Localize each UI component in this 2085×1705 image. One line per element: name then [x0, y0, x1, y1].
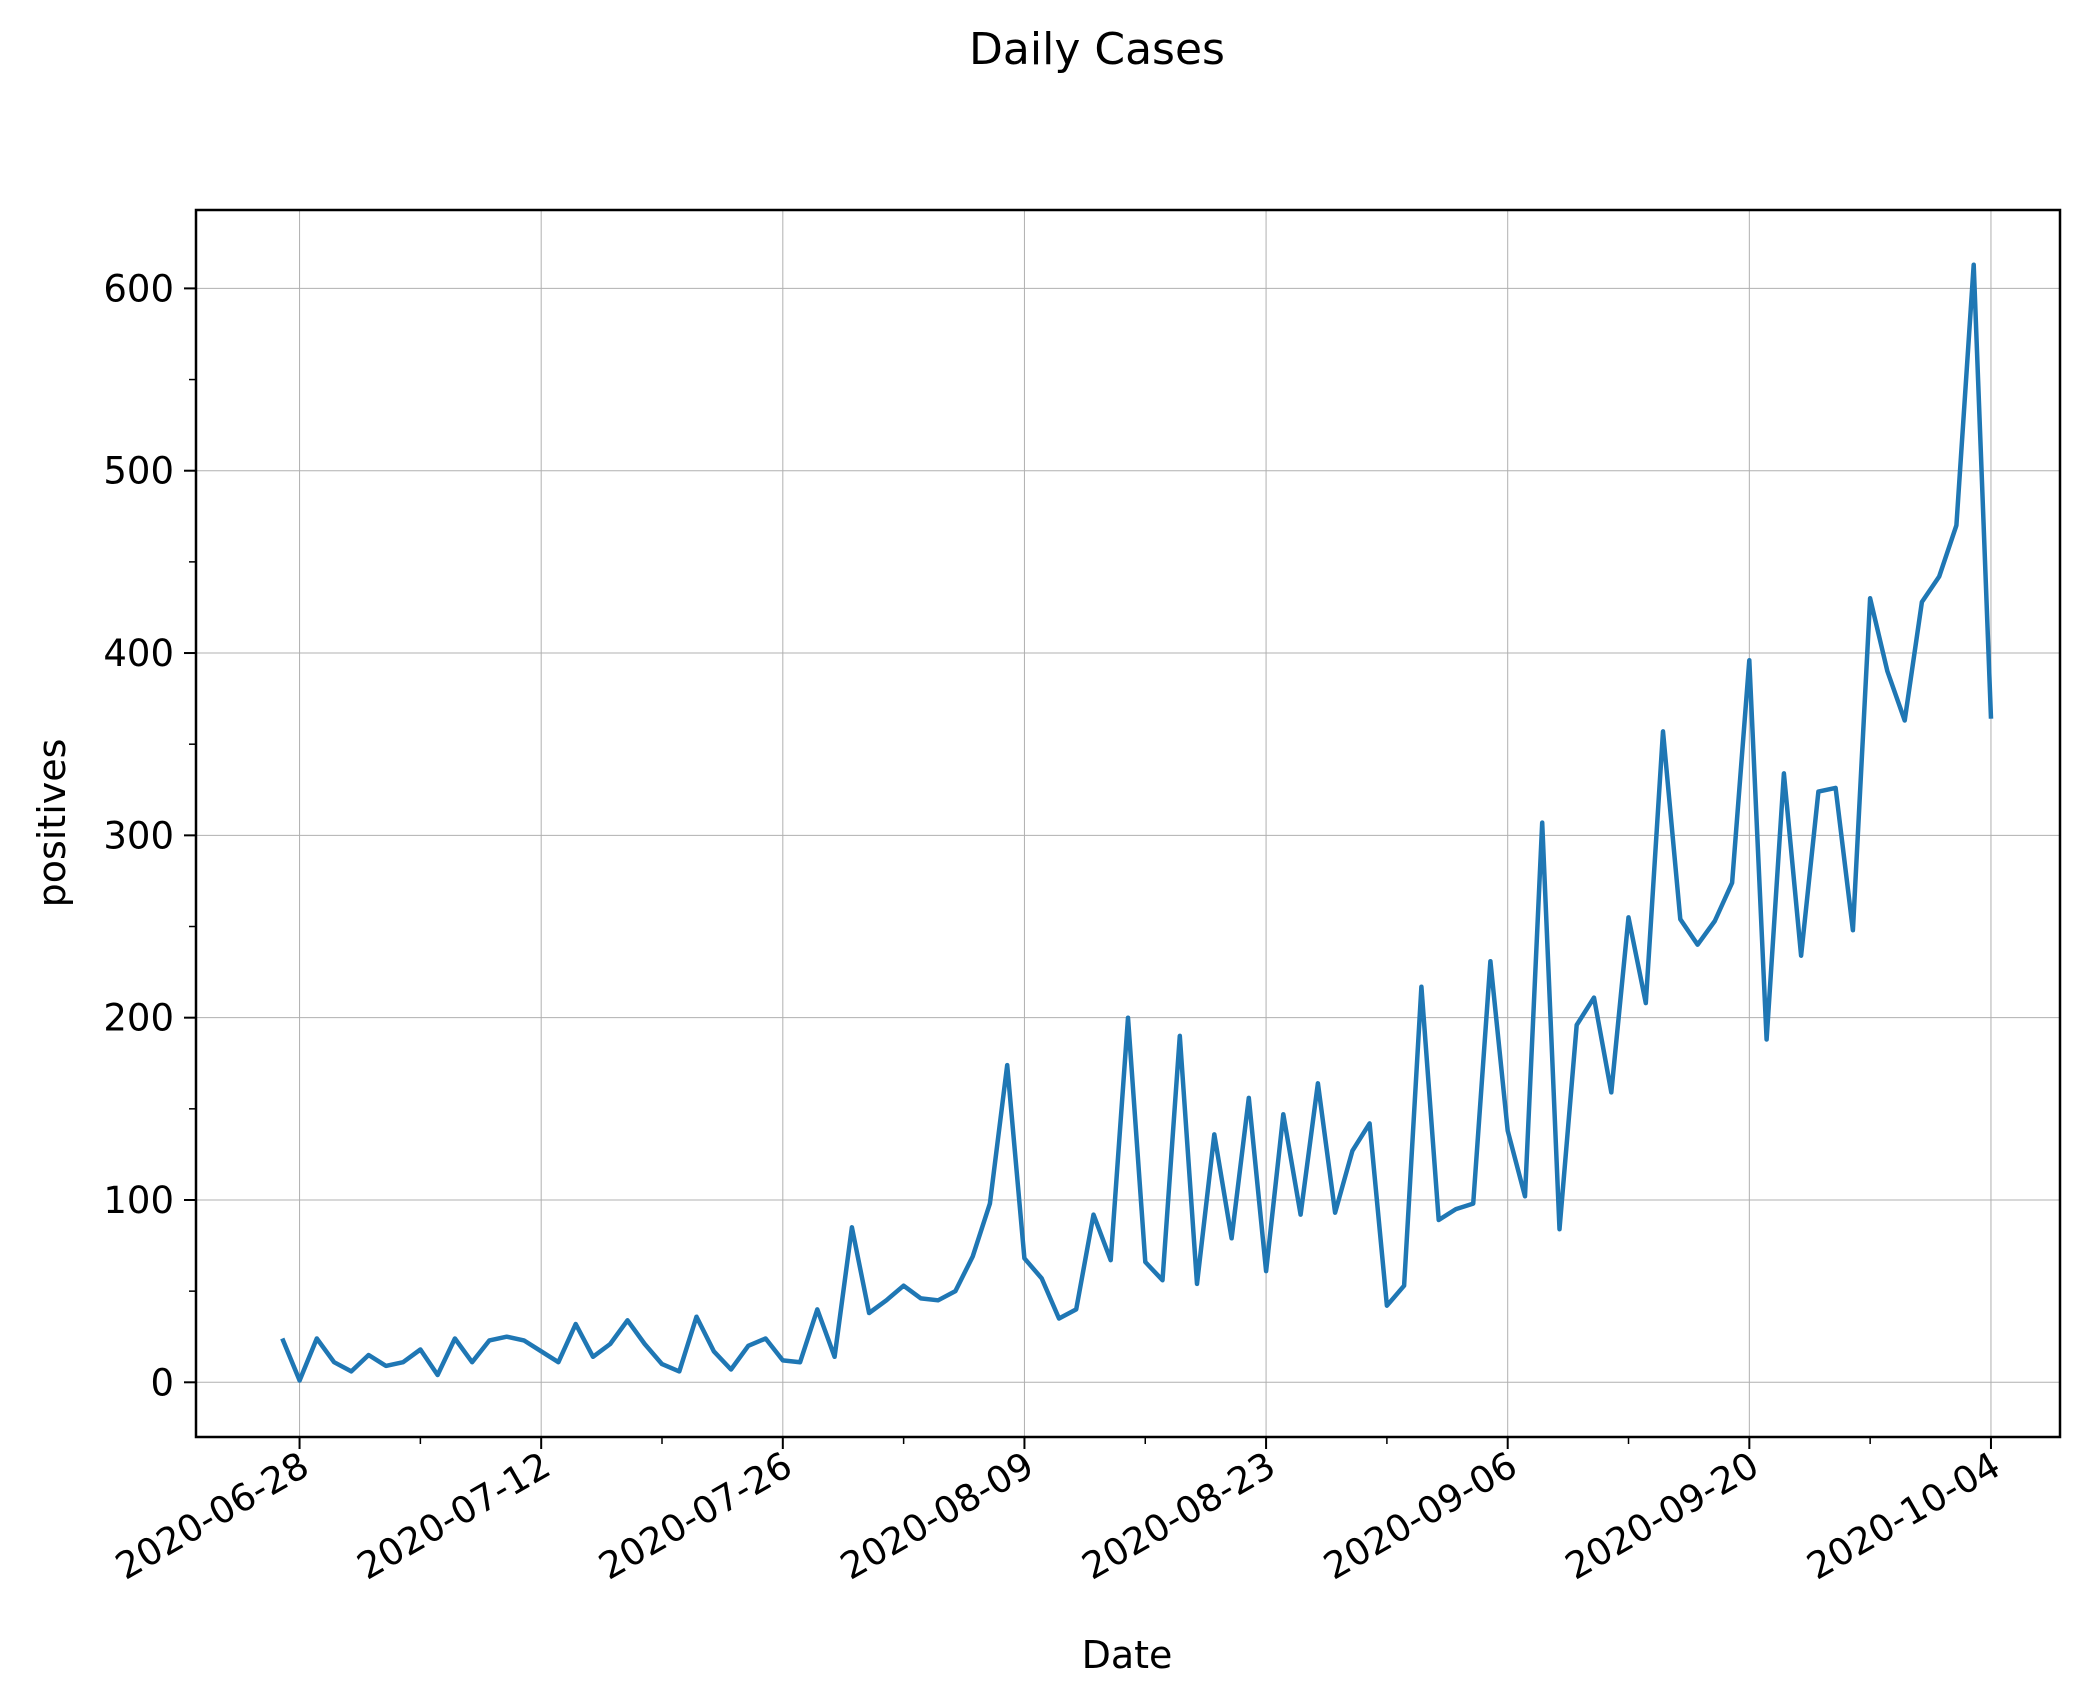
data-series	[280, 262, 1994, 1383]
y-tick-label: 400	[103, 632, 174, 675]
y-axis-label: positives	[30, 739, 74, 908]
y-tick-label: 100	[103, 1179, 174, 1222]
grid	[196, 210, 2060, 1437]
x-axis-label: Date	[1082, 1633, 1173, 1677]
series-line	[280, 262, 1994, 1383]
y-tick-label: 200	[103, 997, 174, 1040]
y-tick-label: 500	[103, 450, 174, 493]
chart-title: Daily Cases	[969, 24, 1225, 75]
plot-frame	[194, 208, 2062, 1439]
y-tick-label: 0	[150, 1361, 174, 1404]
y-tick-label: 300	[103, 814, 174, 857]
y-tick-label: 600	[103, 267, 174, 310]
